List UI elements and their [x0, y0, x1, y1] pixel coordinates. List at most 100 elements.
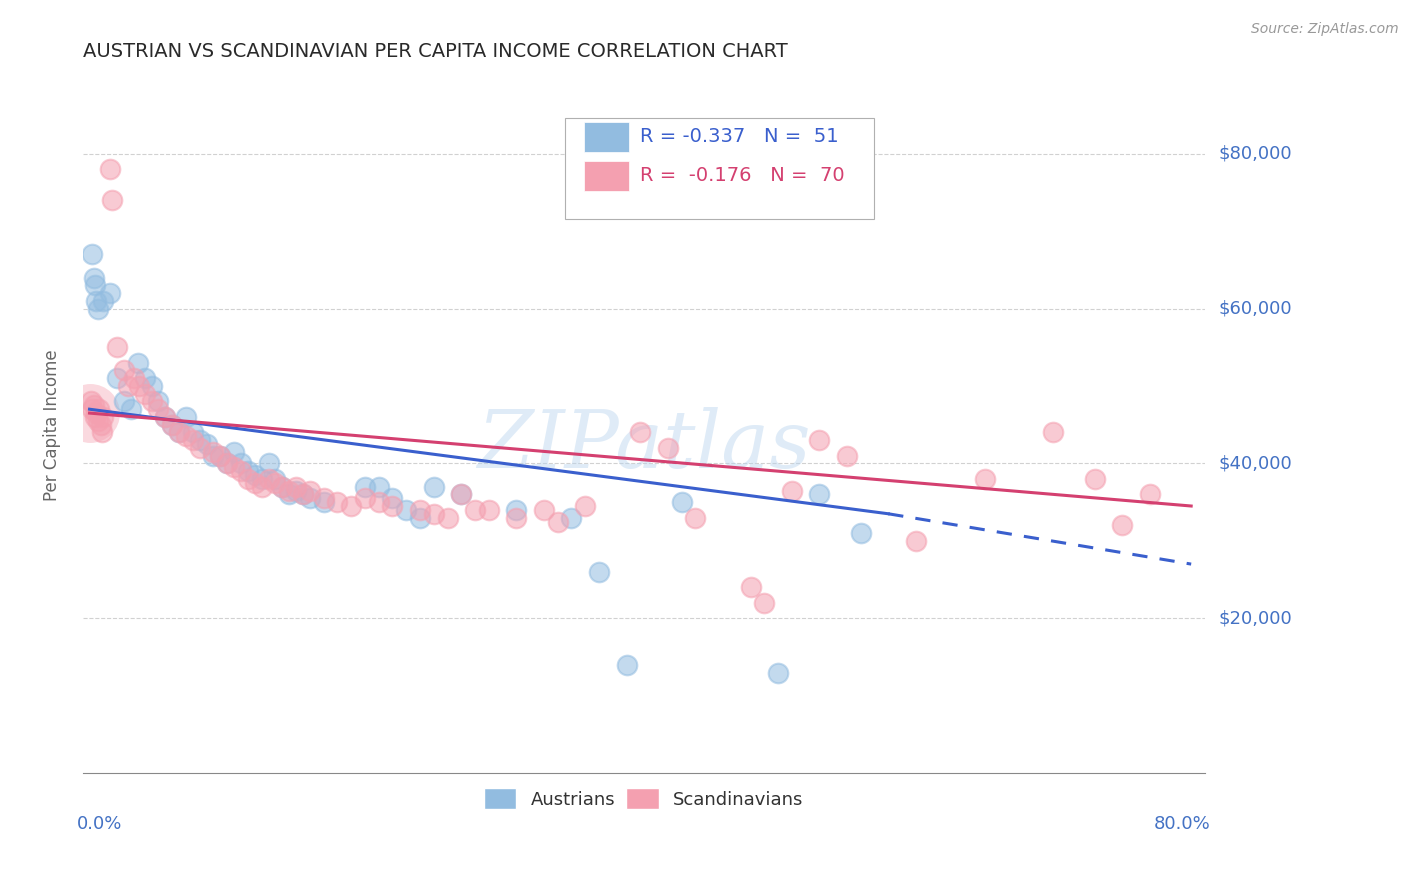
Point [766, 665, 789, 680]
Point [167, 425, 190, 440]
Point [98, 286, 121, 301]
Point [326, 495, 349, 509]
Point [849, 526, 872, 541]
Point [271, 480, 294, 494]
Point [533, 503, 555, 517]
Point [82, 402, 104, 417]
Point [436, 510, 458, 524]
Point [91, 409, 114, 424]
Point [141, 394, 163, 409]
Point [973, 472, 995, 486]
Point [87, 414, 110, 428]
Point [91, 293, 114, 308]
Point [560, 510, 582, 524]
Point [148, 394, 170, 409]
Point [423, 507, 446, 521]
Point [217, 457, 239, 471]
Point [671, 495, 693, 509]
Point [90, 417, 112, 432]
Point [174, 409, 197, 424]
Point [250, 480, 273, 494]
Point [1084, 472, 1107, 486]
Point [340, 499, 363, 513]
Point [740, 580, 762, 594]
Point [243, 468, 266, 483]
Point [257, 457, 280, 471]
Point [1139, 487, 1161, 501]
Point [808, 487, 831, 501]
Bar [585, 121, 630, 153]
Point [134, 371, 156, 385]
Point [80, 394, 103, 409]
Point [224, 460, 246, 475]
Point [181, 433, 204, 447]
Point [84, 278, 107, 293]
Point [209, 449, 232, 463]
Point [1042, 425, 1064, 440]
Point [82, 247, 104, 261]
Point [83, 270, 105, 285]
Point [128, 379, 150, 393]
Text: $60,000: $60,000 [1219, 300, 1292, 318]
Point [100, 193, 122, 207]
Point [395, 503, 418, 517]
Point [87, 301, 110, 316]
Point [188, 433, 211, 447]
Point [291, 487, 314, 501]
Point [808, 433, 831, 447]
Text: $20,000: $20,000 [1219, 609, 1292, 627]
Point [271, 480, 294, 494]
Point [264, 475, 287, 490]
Text: R = -0.337   N =  51: R = -0.337 N = 51 [640, 128, 839, 146]
FancyBboxPatch shape [565, 118, 875, 219]
Point [181, 425, 204, 440]
Point [224, 445, 246, 459]
Point [174, 429, 197, 443]
Point [285, 483, 308, 498]
Point [409, 503, 432, 517]
Point [112, 394, 135, 409]
Point [354, 480, 377, 494]
Text: R =  -0.176   N =  70: R = -0.176 N = 70 [640, 167, 845, 186]
Point [835, 449, 858, 463]
Point [298, 491, 321, 506]
Point [188, 441, 211, 455]
Text: 0.0%: 0.0% [77, 815, 122, 833]
Point [160, 417, 183, 432]
Point [117, 379, 139, 393]
Point [148, 402, 170, 417]
Point [257, 472, 280, 486]
Point [264, 472, 287, 486]
Point [685, 510, 707, 524]
Point [167, 425, 190, 440]
Point [105, 371, 128, 385]
Point [86, 293, 108, 308]
Text: 80.0%: 80.0% [1154, 815, 1211, 833]
Point [409, 510, 432, 524]
Point [616, 657, 638, 672]
Point [155, 409, 177, 424]
Point [628, 425, 651, 440]
Point [367, 495, 389, 509]
Point [285, 480, 308, 494]
Bar [585, 161, 630, 191]
Point [79, 406, 101, 420]
Point [250, 472, 273, 486]
Text: ZIPatlas: ZIPatlas [477, 407, 810, 484]
Point [291, 487, 314, 501]
Point [904, 533, 927, 548]
Point [141, 379, 163, 393]
Point [312, 495, 335, 509]
Point [367, 480, 389, 494]
Point [195, 437, 218, 451]
Point [155, 409, 177, 424]
Text: Source: ZipAtlas.com: Source: ZipAtlas.com [1251, 22, 1399, 37]
Point [89, 402, 111, 417]
Point [381, 499, 404, 513]
Point [83, 398, 105, 412]
Point [278, 487, 301, 501]
Point [505, 503, 527, 517]
Point [202, 445, 225, 459]
Point [243, 475, 266, 490]
Legend: Austrians, Scandinavians: Austrians, Scandinavians [477, 781, 811, 816]
